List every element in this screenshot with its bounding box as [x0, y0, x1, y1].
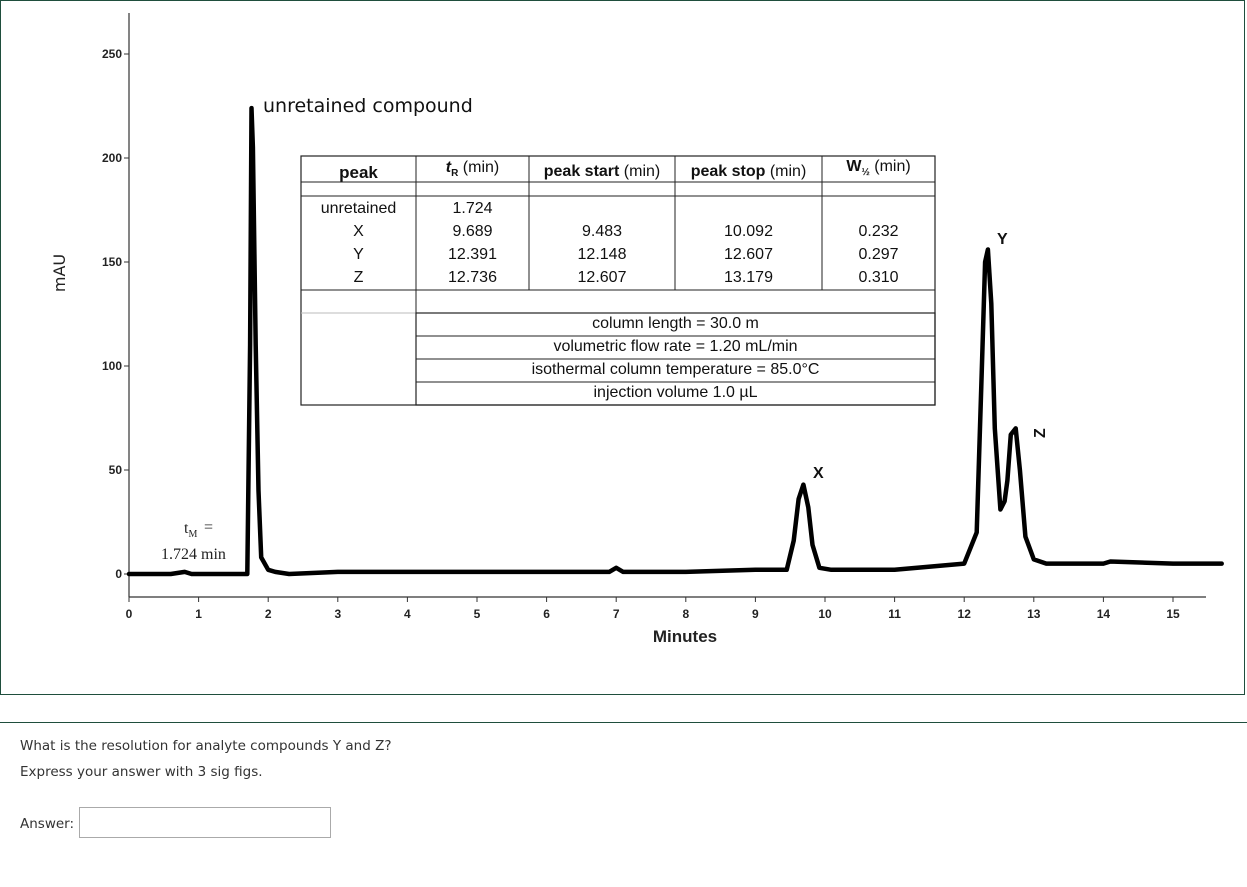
tm-value: 1.724 min	[161, 546, 226, 563]
x-tick-label: 1	[195, 607, 202, 621]
x-tick-label: 7	[613, 607, 620, 621]
table-cell: 10.092	[724, 223, 773, 240]
x-tick-label: 12	[958, 607, 972, 621]
x-tick-label: 6	[543, 607, 550, 621]
table-cell: 9.689	[452, 223, 493, 240]
question-panel: What is the resolution for analyte compo…	[0, 722, 1247, 887]
peak-table	[300, 155, 936, 406]
y-tick-label: 0	[115, 567, 122, 581]
question-instruction: Express your answer with 3 sig figs.	[20, 764, 263, 780]
tm-symbol: tM	[184, 520, 197, 540]
question-text: What is the resolution for analyte compo…	[20, 738, 392, 754]
condition-temperature: isothermal column temperature = 85.0°C	[531, 361, 820, 378]
x-tick-label: 15	[1166, 607, 1180, 621]
header-retention-time: tR (min)	[416, 159, 529, 179]
x-tick-label: 4	[404, 607, 411, 621]
header-w-subscript: ½	[861, 167, 870, 179]
table-cell: 0.310	[858, 269, 899, 286]
peak-z-label: Z	[1032, 428, 1049, 438]
x-tick-label: 2	[265, 607, 272, 621]
header-w-unit: (min)	[874, 158, 911, 175]
header-half-width: W½ (min)	[822, 158, 935, 178]
tm-equals: =	[204, 519, 213, 536]
table-cell: 0.232	[858, 223, 899, 240]
table-cell: 12.391	[448, 246, 497, 263]
answer-label: Answer:	[20, 816, 75, 832]
table-cell: 12.607	[577, 269, 627, 286]
chromatogram-figure: 0 1 2 3 4 5 6 7 8 9 10 11 12 13 14 15 0 50 100 150 200 250 mA…	[0, 0, 1245, 695]
condition-column-length: column length = 30.0 m	[592, 315, 759, 332]
table-cell: 9.483	[581, 223, 623, 240]
x-tick-label: 9	[752, 607, 759, 621]
condition-injection-volume: injection volume 1.0 µL	[593, 384, 758, 401]
chromatogram-trace	[126, 105, 1224, 577]
table-cell: 13.179	[724, 269, 773, 286]
unretained-compound-label: unretained compound	[263, 95, 473, 117]
y-tick-label: 200	[102, 151, 122, 165]
x-tick-label: 8	[682, 607, 689, 621]
header-tr-symbol: t	[445, 159, 452, 176]
header-tr-subscript: R	[451, 168, 459, 180]
header-tr-unit: (min)	[462, 159, 500, 176]
header-w-symbol: W	[846, 158, 862, 175]
table-cell: 12.736	[448, 269, 497, 286]
table-cell: 1.724	[452, 200, 493, 217]
header-stop-unit: (min)	[769, 163, 807, 180]
table-cell: 0.297	[858, 246, 899, 263]
x-tick-label: 11	[888, 607, 901, 621]
header-start-unit: (min)	[623, 163, 661, 180]
x-tick-label: 13	[1027, 607, 1041, 621]
peak-x-label: X	[813, 465, 824, 482]
header-start-bold: peak start	[543, 163, 620, 180]
table-cell: X	[353, 223, 364, 240]
x-tick-label: 0	[126, 607, 133, 621]
answer-input[interactable]	[79, 807, 331, 838]
condition-flow-rate: volumetric flow rate = 1.20 mL/min	[553, 338, 798, 355]
x-tick-label: 14	[1097, 607, 1111, 621]
table-cell: Z	[353, 269, 364, 286]
x-tick-label: 3	[334, 607, 341, 621]
table-cell: Y	[353, 246, 364, 263]
table-cell: unretained	[320, 200, 397, 217]
y-tick-label: 100	[102, 359, 122, 373]
x-tick-label: 5	[474, 607, 481, 621]
y-tick-label: 50	[109, 463, 123, 477]
header-peak-stop: peak stop (min)	[675, 163, 822, 181]
header-peak-start: peak start (min)	[529, 163, 675, 181]
y-tick-label: 250	[102, 47, 122, 61]
table-cell: 12.607	[724, 246, 773, 263]
y-tick-label: 150	[102, 255, 122, 269]
y-axis-title: mAU	[50, 254, 69, 292]
table-cell: 12.148	[577, 246, 627, 263]
header-stop-bold: peak stop	[690, 163, 766, 180]
header-peak: peak	[339, 163, 378, 182]
peak-y-label: Y	[997, 231, 1008, 248]
x-tick-label: 10	[818, 607, 832, 621]
x-axis-title: Minutes	[653, 627, 717, 646]
